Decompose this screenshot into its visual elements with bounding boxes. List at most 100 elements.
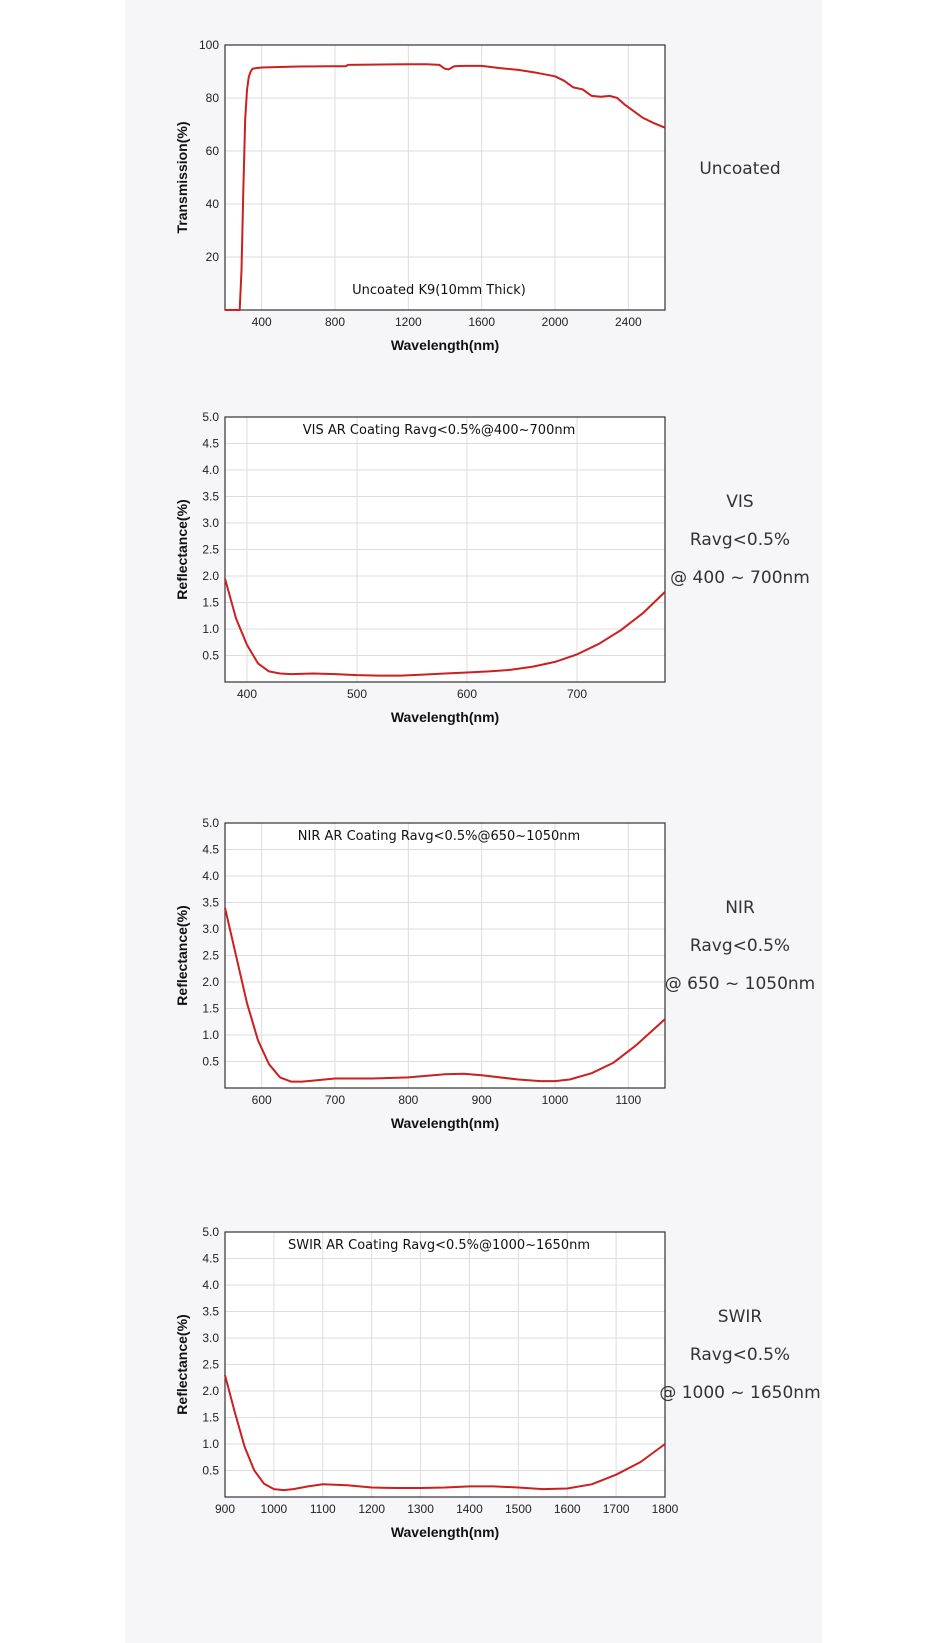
y-tick-label: 3.5 [202,896,219,910]
series-line [224,1374,666,1492]
y-tick-label: 4.0 [202,463,219,477]
y-tick-label: 4.0 [202,1278,219,1292]
x-tick-label: 1800 [652,1502,679,1516]
plot-frame [224,1231,666,1498]
y-tick-label: 5.0 [202,1225,219,1239]
y-tick-label: 20 [206,250,220,264]
x-tick-label: 400 [252,315,272,329]
y-tick-label: 5.0 [202,410,219,424]
side-range: @ 400 ~ 700nm [670,568,810,588]
y-tick-label: 2.5 [202,949,219,963]
uncoated-transmission-chart: 400 800 1200 1600 2000 2400 20 40 60 80 100 Uncoate… [174,38,666,353]
series-line [225,63,666,311]
x-tick-label: 1700 [603,1502,630,1516]
x-axis-label: Wavelength(nm) [391,1524,499,1540]
y-tick-label: 3.0 [202,1331,219,1345]
x-tick-label: 1200 [358,1502,385,1516]
chart-annotation: Uncoated K9(10mm Thick) [352,283,526,298]
y-tick-label: 4.0 [202,869,219,883]
y-tick-label: 2.5 [202,1358,219,1372]
y-tick-label: 1.0 [202,1437,219,1451]
plot-frame [224,44,666,311]
y-tick-label: 1.0 [202,622,219,636]
y-axis-label: Reflectance(%) [174,1314,190,1414]
x-tick-label: 700 [567,687,587,701]
x-tick-label: 700 [325,1093,345,1107]
x-tick-label: 800 [398,1093,418,1107]
x-tick-label: 600 [457,687,477,701]
y-tick-label: 0.5 [202,649,219,663]
x-tick-label: 1100 [310,1502,336,1516]
y-tick-label: 2.0 [202,569,219,583]
x-tick-label: 1000 [261,1502,288,1516]
side-ravg: Ravg<0.5% [689,530,791,550]
x-tick-label: 1500 [505,1502,532,1516]
side-title: NIR [725,898,755,918]
x-tick-label: 1100 [615,1093,641,1107]
x-tick-label: 2000 [542,315,569,329]
y-tick-label: 0.5 [202,1055,219,1069]
series-line [224,578,666,677]
plot-frame [224,416,666,683]
chart-annotation: NIR AR Coating Ravg<0.5%@650~1050nm [298,829,580,844]
y-tick-label: 2.0 [202,975,219,989]
x-axis-label: Wavelength(nm) [391,1115,499,1131]
y-tick-label: 80 [206,91,220,105]
x-tick-label: 900 [472,1093,492,1107]
nir-reflectance-chart: 600 700 800 900 1000 1100 0.5 1.0 1.5 2.0 2.5 3.0 3.… [174,816,666,1131]
chart-nir: 600 700 800 900 1000 1100 0.5 1.0 1.5 2.0 2.5 3.0 3.… [125,816,825,1138]
swir-side-label: SWIR Ravg<0.5% @ 1000 ~ 1650nm [655,1298,825,1412]
side-title: SWIR [717,1307,763,1327]
y-tick-label: 1.5 [202,1411,219,1425]
y-axis-label: Transmission(%) [174,121,190,233]
y-tick-label: 100 [199,38,219,52]
side-ravg: Ravg<0.5% [689,1345,791,1365]
side-range: @ 1000 ~ 1650nm [659,1383,821,1403]
y-tick-label: 1.5 [202,1002,219,1016]
y-axis-label: Reflectance(%) [174,905,190,1005]
x-tick-label: 900 [215,1502,235,1516]
y-tick-label: 1.0 [202,1028,219,1042]
vis-reflectance-chart: 400 500 600 700 0.5 1.0 1.5 2.0 2.5 3.0 3.5 4.0 4.5 5… [174,410,666,725]
plot-frame [224,822,666,1089]
x-tick-label: 800 [325,315,345,329]
side-title: VIS [726,492,754,512]
x-tick-label: 400 [237,687,257,701]
x-tick-label: 1200 [395,315,422,329]
x-tick-label: 500 [347,687,367,701]
y-tick-label: 4.5 [202,437,219,451]
chart-annotation: SWIR AR Coating Ravg<0.5%@1000~1650nm [288,1238,590,1253]
y-tick-label: 40 [206,197,220,211]
series-line [224,907,666,1083]
y-tick-label: 5.0 [202,816,219,830]
uncoated-side-label: Uncoated [655,150,825,188]
x-axis-label: Wavelength(nm) [391,709,499,725]
side-range: @ 650 ~ 1050nm [664,974,816,994]
y-tick-label: 3.5 [202,1305,219,1319]
y-axis-label: Reflectance(%) [174,499,190,599]
y-tick-label: 4.5 [202,1252,219,1266]
y-tick-label: 60 [206,144,220,158]
x-tick-label: 1300 [407,1502,434,1516]
y-tick-label: 2.0 [202,1384,219,1398]
y-tick-label: 2.5 [202,543,219,557]
x-tick-label: 1000 [542,1093,569,1107]
chart-annotation: VIS AR Coating Ravg<0.5%@400~700nm [303,423,576,438]
vis-side-label: VIS Ravg<0.5% @ 400 ~ 700nm [655,483,825,597]
nir-side-label: NIR Ravg<0.5% @ 650 ~ 1050nm [655,889,825,1003]
y-tick-label: 3.0 [202,922,219,936]
x-tick-label: 600 [252,1093,272,1107]
x-tick-label: 1400 [456,1502,483,1516]
x-tick-label: 1600 [468,315,495,329]
x-axis-label: Wavelength(nm) [391,337,499,353]
y-tick-label: 1.5 [202,596,219,610]
swir-reflectance-chart: 900 1000 1100 1200 1300 1400 1500 1600 1700 1800 0… [174,1225,679,1540]
chart-swir: 900 1000 1100 1200 1300 1400 1500 1600 1700 1800 0… [125,1225,825,1547]
content-panel: 400 800 1200 1600 2000 2400 20 40 60 80 100 Uncoate… [125,0,822,1643]
y-tick-label: 4.5 [202,843,219,857]
chart-vis: 400 500 600 700 0.5 1.0 1.5 2.0 2.5 3.0 3.5 4.0 4.5 5… [125,410,825,732]
plot-area [225,45,665,310]
side-title: Uncoated [699,159,781,179]
x-tick-label: 2400 [615,315,642,329]
side-ravg: Ravg<0.5% [689,936,791,956]
